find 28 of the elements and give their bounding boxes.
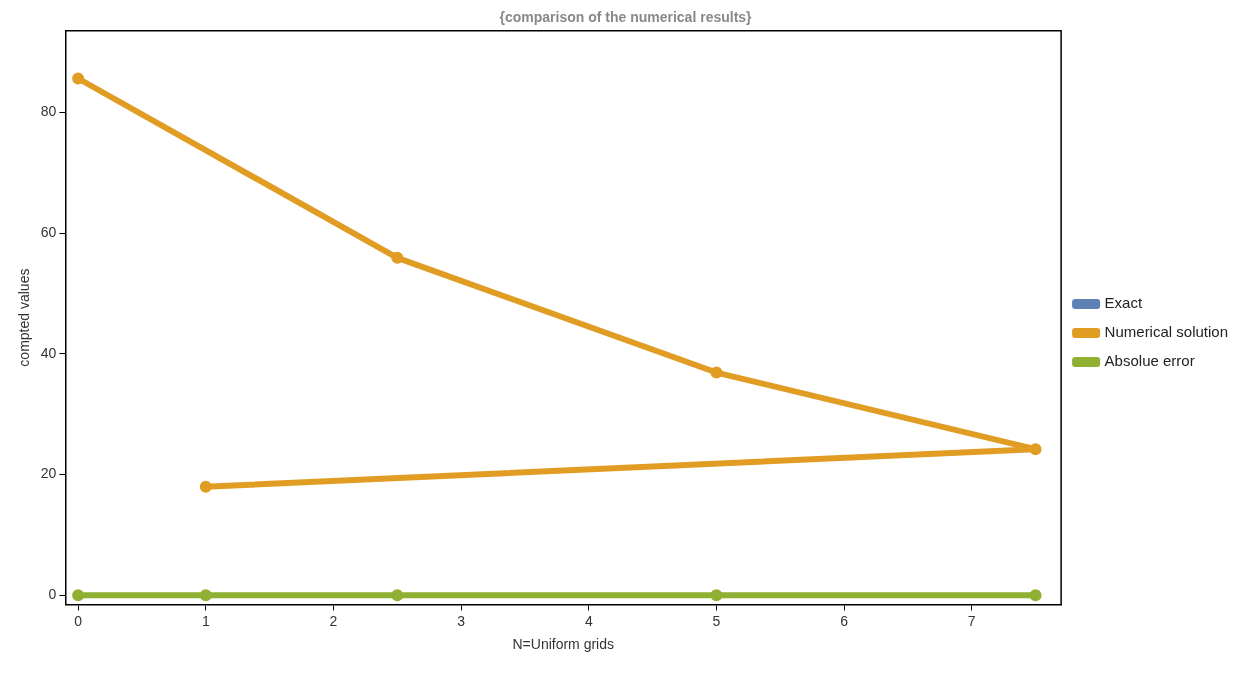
x-axis-title: N=Uniform grids [512,636,615,653]
chart-title: {comparison of the numerical results} [499,9,753,26]
x-tick-label: 6 [840,612,849,629]
point [72,72,85,85]
legend-label: Numerical solution [1104,323,1229,341]
point [710,366,723,379]
y-tick-label: 60 [40,223,57,240]
x-tick-label: 4 [584,612,593,629]
x-tick-label: 3 [457,612,466,629]
y-tick-label: 0 [48,586,57,603]
point [199,480,212,493]
legend-label: Exact [1104,294,1143,312]
point [710,589,723,602]
point [391,251,404,264]
y-tick-label: 40 [40,344,57,361]
x-tick-label: 0 [74,612,83,629]
y-axis-title: compted values [16,268,33,367]
x-tick-label: 1 [201,612,210,629]
y-tick-label: 20 [40,465,57,482]
x-tick-label: 7 [967,612,976,629]
x-tick-label: 5 [712,612,721,629]
point [1029,443,1042,456]
legend-label: Absolue error [1104,352,1195,370]
y-tick-label: 80 [40,103,57,120]
point [199,589,212,602]
point [1029,589,1042,602]
point [391,589,404,602]
x-tick-label: 2 [329,612,338,629]
